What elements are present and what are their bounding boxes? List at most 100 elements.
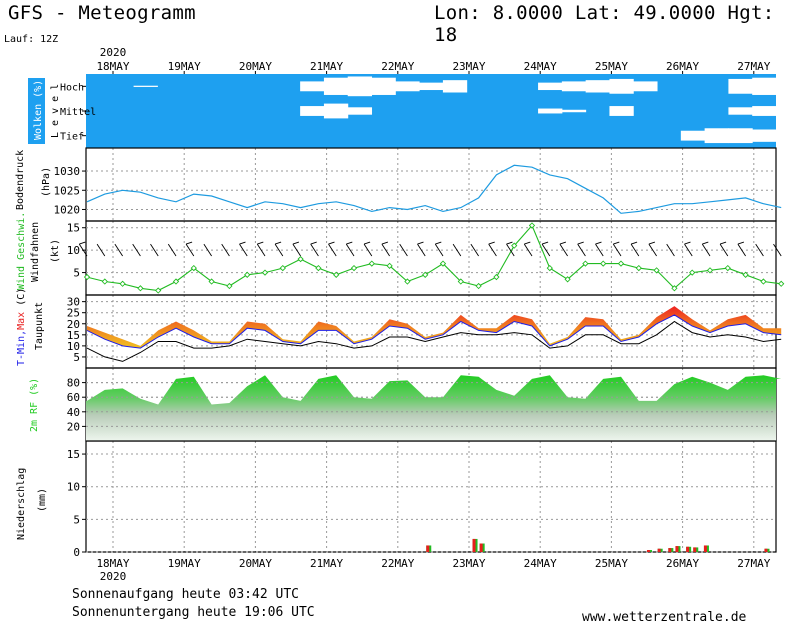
cloud-gap-mid-19	[538, 108, 563, 114]
wind-point-11	[279, 264, 286, 272]
wind-point-24	[511, 242, 518, 249]
x-tick-label-top-5: 23MAY	[452, 60, 485, 73]
temp-tick-label-25: 25	[67, 307, 80, 320]
temp-ylabel: T-Min,Max (C)	[16, 288, 27, 366]
wind-barb-flag-0	[79, 241, 86, 245]
wind-barb-flag-23	[488, 241, 495, 245]
wind-barb-flag-36	[719, 241, 727, 245]
wind-barb-flag-13	[310, 241, 317, 245]
wind-barb-17	[381, 243, 390, 257]
wind-tick-label-5: 5	[73, 267, 80, 280]
level-label-mittel: Mittel	[60, 107, 96, 118]
wind-barb-0	[78, 243, 88, 257]
precip-bar-conv-2	[479, 543, 483, 552]
wind-barb-8	[221, 243, 230, 257]
wind-barb-flag-34	[684, 241, 691, 245]
wind-frame	[85, 220, 777, 296]
pressure-tick-label-1025: 1025	[54, 184, 81, 197]
wind-barb-2	[114, 243, 123, 257]
rh-tick-label-40: 40	[67, 406, 80, 419]
temp-tick-label-10: 10	[67, 340, 80, 353]
wind-barb-flag-12	[292, 241, 300, 245]
wind-barb-flag-16	[363, 241, 371, 245]
cloud-gap-low-25	[680, 130, 706, 141]
wind-point-3	[137, 285, 144, 292]
cloud-gap-low-26	[704, 128, 729, 144]
wind-tick-label-10: 10	[67, 244, 80, 257]
dewpoint-ylabel: Taupunkt	[34, 302, 45, 350]
x-tick-label-bottom-1: 19MAY	[168, 557, 201, 570]
wind-barb-flag-32	[648, 241, 656, 245]
cloud-gap-high-15	[442, 80, 468, 93]
year-label-top: 2020	[100, 46, 127, 59]
year-label-bottom: 2020	[100, 570, 127, 583]
x-tick-label-bottom-5: 23MAY	[452, 557, 485, 570]
cloud-gap-high-27	[728, 78, 753, 94]
wind-point-17	[386, 262, 393, 269]
wind-point-8	[226, 282, 233, 290]
wind-barb-38	[755, 243, 764, 257]
x-tick-label-top-4: 22MAY	[381, 60, 414, 73]
precip-bar-conv-7	[686, 546, 690, 552]
wind-barb-34	[684, 243, 693, 257]
wind-barb-flag-9	[239, 241, 246, 245]
x-tick-label-top-0: 18MAY	[96, 60, 129, 73]
wind-barb-flag-30	[613, 241, 620, 245]
precip-bar-conv-0	[426, 545, 430, 552]
wind-speed-ylabel: Wind Geschwi.	[16, 212, 27, 290]
precip-bar-conv-9	[703, 545, 707, 552]
x-tick-label-bottom-3: 21MAY	[310, 557, 343, 570]
wind-point-37	[742, 271, 749, 278]
wind-barb-12	[292, 243, 301, 257]
source-url: www.wetterzentrale.de	[582, 610, 747, 625]
rh-ylabel: 2m RF (%)	[29, 378, 40, 432]
temp-ylabel-unit: (C)	[16, 288, 27, 312]
cloud-gap-high-9	[300, 81, 325, 92]
wind-unit: (kt)	[50, 239, 61, 263]
wind-barb-24	[506, 243, 515, 257]
wind-barb-flag-31	[630, 241, 638, 245]
cloud-ylabel-bg	[28, 78, 45, 144]
wind-barb-33	[666, 243, 675, 257]
wind-barb-30	[612, 243, 622, 257]
wind-point-19	[422, 271, 429, 278]
pressure-ylabel: Bodendruck	[15, 150, 26, 210]
wind-point-25	[528, 222, 536, 229]
wind-barb-22	[470, 243, 479, 257]
wind-barb-flag-17	[381, 241, 389, 245]
x-tick-label-top-9: 27MAY	[737, 60, 770, 73]
wind-point-14	[333, 271, 340, 278]
wind-point-33	[671, 285, 678, 292]
x-tick-label-bottom-0: 18MAY	[96, 557, 129, 570]
cloud-gap-high-19	[538, 82, 563, 91]
x-tick-label-top-7: 25MAY	[595, 60, 628, 73]
wind-point-15	[350, 264, 358, 272]
wind-point-12	[297, 255, 304, 263]
sunrise-text: Sonnenaufgang heute 03:42 UTC	[72, 587, 299, 602]
precip-bar-conv-3	[646, 550, 650, 552]
precip-bar-conv-10	[764, 548, 768, 552]
cloud-gap-mid-10	[323, 103, 349, 119]
pressure-frame	[85, 147, 777, 222]
cloud-gap-high-2	[133, 85, 158, 87]
wind-point-39	[778, 280, 785, 287]
cloud-gap-low-27	[728, 128, 753, 144]
precip-unit: (mm)	[37, 488, 48, 512]
wind-barb-16	[363, 243, 373, 257]
wind-barb-flag-15	[346, 241, 353, 245]
level-label-tief: Tief	[60, 132, 84, 143]
wind-point-7	[208, 278, 215, 285]
wind-point-13	[315, 264, 322, 272]
wind-speed-line	[86, 224, 782, 292]
x-tick-label-bottom-6: 24MAY	[524, 557, 557, 570]
wind-point-26	[546, 264, 553, 272]
temp-ylabel-min: T-Min,	[16, 330, 27, 366]
wind-barb-flag-6	[185, 241, 193, 245]
wind-point-29	[600, 260, 607, 267]
wind-barb-19	[417, 243, 426, 257]
wind-point-32	[653, 267, 660, 274]
temp-tick-label-5: 5	[73, 351, 80, 364]
x-tick-label-top-1: 19MAY	[168, 60, 201, 73]
wind-point-36	[724, 264, 731, 272]
dewpoint-line	[86, 320, 782, 362]
